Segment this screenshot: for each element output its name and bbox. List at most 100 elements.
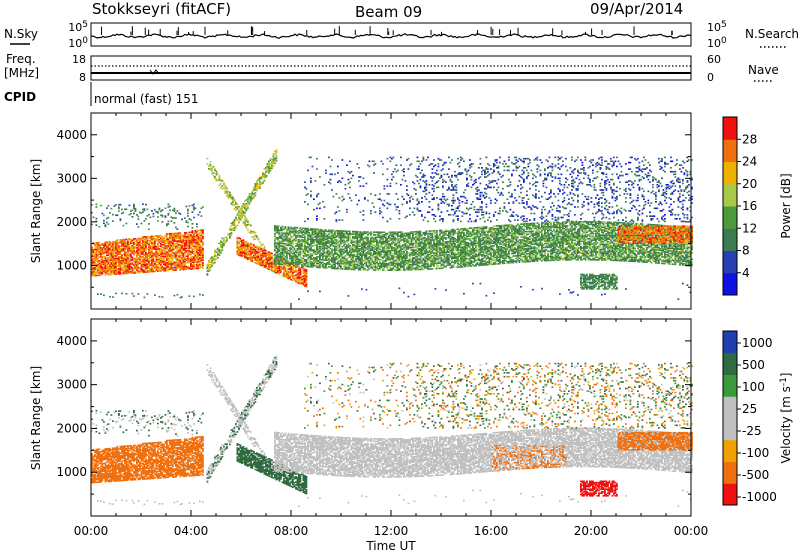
echo-cell xyxy=(201,215,203,217)
echo-cell xyxy=(325,170,327,172)
echo-cell xyxy=(229,192,231,194)
noise-panel: 105 100 105 100 N.Sky N.Search xyxy=(4,20,799,50)
echo-cell xyxy=(222,180,224,182)
echo-cell xyxy=(189,295,191,297)
echo-cell xyxy=(403,198,405,200)
echo-cell xyxy=(250,225,252,227)
echo-cell xyxy=(271,257,273,259)
echo-cell xyxy=(244,215,246,217)
echo-cell xyxy=(381,211,383,213)
echo-cell xyxy=(342,159,344,161)
echo-cell xyxy=(387,208,389,210)
echo-cell xyxy=(243,239,245,241)
echo-cell xyxy=(276,150,278,152)
echo-cell xyxy=(121,293,123,295)
echo-cell xyxy=(132,216,134,218)
echo-cell xyxy=(97,258,99,260)
beam-title: Beam 09 xyxy=(355,3,422,21)
echo-cell xyxy=(394,168,396,170)
echo-cell xyxy=(265,250,267,252)
echo-cell xyxy=(370,252,372,254)
echo-cell xyxy=(390,183,392,185)
echo-cell xyxy=(336,219,338,221)
echo-cell xyxy=(309,232,311,234)
echo-cell xyxy=(187,222,189,224)
echo-cell xyxy=(264,247,266,249)
echo-cell xyxy=(196,226,198,228)
echo-cell xyxy=(393,176,395,178)
echo-cell xyxy=(186,206,188,208)
echo-cell xyxy=(349,181,351,183)
echo-cell xyxy=(387,185,389,187)
echo-cell xyxy=(291,227,293,229)
echo-cell xyxy=(334,261,336,263)
cpid-text: normal (fast) 151 xyxy=(94,92,198,106)
echo-cell xyxy=(192,227,194,229)
echo-cell xyxy=(381,161,383,163)
echo-cell xyxy=(144,208,146,210)
echo-cell xyxy=(135,208,137,210)
cpid-label: CPID xyxy=(4,90,36,104)
noise-right-tick-top: 105 xyxy=(707,20,727,34)
echo-cell xyxy=(202,262,204,264)
echo-cell xyxy=(145,218,147,220)
echo-cell xyxy=(313,209,315,211)
echo-cell xyxy=(307,218,309,220)
echo-cell xyxy=(393,171,395,173)
echo-cell xyxy=(120,204,122,206)
echo-cell xyxy=(316,208,318,210)
echo-cell xyxy=(202,267,204,269)
echo-cell xyxy=(175,212,177,214)
echo-cell xyxy=(255,249,257,251)
echo-cell xyxy=(207,273,209,275)
echo-cell xyxy=(276,152,278,154)
echo-cell xyxy=(403,251,405,253)
echo-cell xyxy=(370,193,372,195)
echo-cell xyxy=(348,179,350,181)
echo-cell xyxy=(306,282,308,284)
echo-cell xyxy=(336,252,338,254)
echo-cell xyxy=(130,213,132,215)
echo-cell xyxy=(396,209,398,211)
echo-cell xyxy=(157,220,159,222)
echo-cell xyxy=(390,218,392,220)
echo-cell xyxy=(99,226,101,228)
echo-cell xyxy=(100,293,102,295)
echo-cell xyxy=(318,193,320,195)
echo-cell xyxy=(316,168,318,170)
echo-cell xyxy=(340,265,342,267)
echo-cell xyxy=(112,214,114,216)
echo-cell xyxy=(303,258,305,260)
radar-summary-plot: Stokkseyri (fitACF) Beam 09 09/Apr/2014 … xyxy=(0,0,800,554)
echo-cell xyxy=(238,206,240,208)
echo-cell xyxy=(262,244,264,246)
echo-cell xyxy=(346,211,348,213)
echo-cell xyxy=(306,269,308,271)
echo-cell xyxy=(298,298,300,300)
echo-cell xyxy=(123,225,125,227)
echo-cell xyxy=(273,165,275,167)
noise-right-tick-bottom: 100 xyxy=(707,36,727,50)
echo-cell xyxy=(288,237,290,239)
echo-cell xyxy=(132,209,134,211)
echo-cell xyxy=(366,289,368,291)
echo-cell xyxy=(192,211,194,213)
echo-cell xyxy=(160,270,162,272)
echo-cell xyxy=(286,247,288,249)
echo-cell xyxy=(397,198,399,200)
freq-left-tick-bottom: 8 xyxy=(79,71,86,84)
echo-cell xyxy=(396,164,398,166)
echo-cell xyxy=(310,178,312,180)
echo-cell xyxy=(328,250,330,252)
echo-cell xyxy=(168,214,170,216)
echo-cell xyxy=(396,183,398,185)
echo-cell xyxy=(247,207,249,209)
echo-cell xyxy=(363,185,365,187)
echo-cell xyxy=(400,269,402,271)
echo-cell xyxy=(109,212,111,214)
echo-cell xyxy=(363,214,365,216)
echo-cell xyxy=(369,166,371,168)
echo-cell xyxy=(210,161,212,163)
echo-cell xyxy=(370,213,372,215)
echo-cell xyxy=(393,157,395,159)
